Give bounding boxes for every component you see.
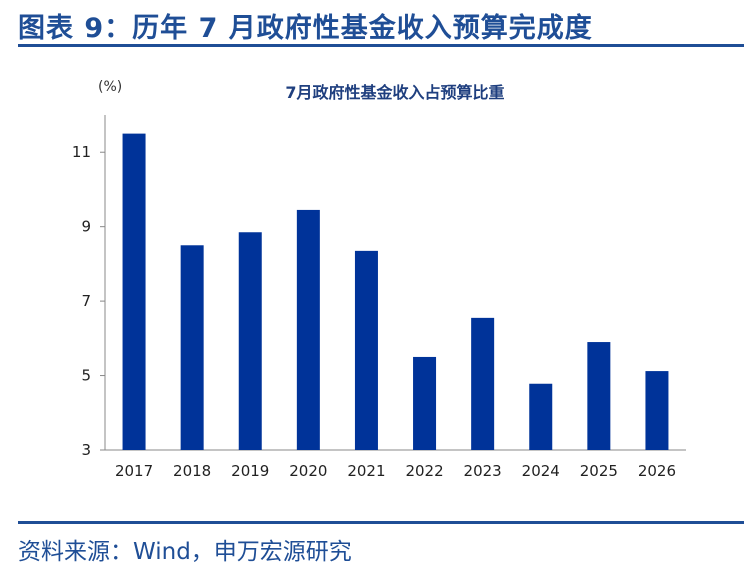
x-tick-label: 2025	[580, 462, 618, 480]
bar-2017	[122, 133, 146, 450]
bar-2026	[645, 371, 669, 450]
bar-2022	[413, 356, 437, 450]
x-tick-label: 2019	[231, 462, 269, 480]
source-note: 资料来源：Wind，申万宏源研究	[18, 539, 352, 565]
y-tick-label: 7	[81, 292, 91, 310]
x-tick-label: 2020	[289, 462, 327, 480]
y-tick-label: 11	[72, 143, 91, 161]
x-tick-label: 2022	[405, 462, 443, 480]
x-tick-label: 2024	[522, 462, 560, 480]
x-tick-label: 2017	[115, 462, 153, 480]
bar-2024	[529, 383, 553, 450]
y-tick-label: 9	[81, 218, 91, 236]
bar-2025	[587, 342, 611, 450]
bar-2023	[471, 317, 495, 450]
title-divider	[18, 44, 744, 47]
bar-2021	[354, 250, 378, 450]
bar-2019	[238, 232, 262, 450]
y-axis-unit: (%)	[98, 79, 122, 95]
bar-2018	[180, 245, 204, 450]
y-tick-label: 5	[81, 367, 91, 385]
chart-title: 7月政府性基金收入占预算比重	[285, 83, 504, 102]
tick-labels: 3 5 7 9 11 2017 2018 2019 2020 2021 2022 2023 2024 20…	[72, 143, 676, 480]
bars	[122, 133, 669, 450]
x-tick-label: 2023	[464, 462, 502, 480]
x-tick-label: 2018	[173, 462, 211, 480]
x-tick-label: 2026	[638, 462, 676, 480]
figure-title: 图表 9：历年 7 月政府性基金收入预算完成度	[18, 13, 593, 44]
bar-chart: 7月政府性基金收入占预算比重 (%) 3 5 7 9 11 2017 2018 2019 202…	[72, 79, 686, 480]
x-tick-label: 2021	[347, 462, 385, 480]
bar-2020	[296, 209, 320, 450]
footer-divider	[18, 521, 744, 524]
y-tick-label: 3	[81, 441, 91, 459]
